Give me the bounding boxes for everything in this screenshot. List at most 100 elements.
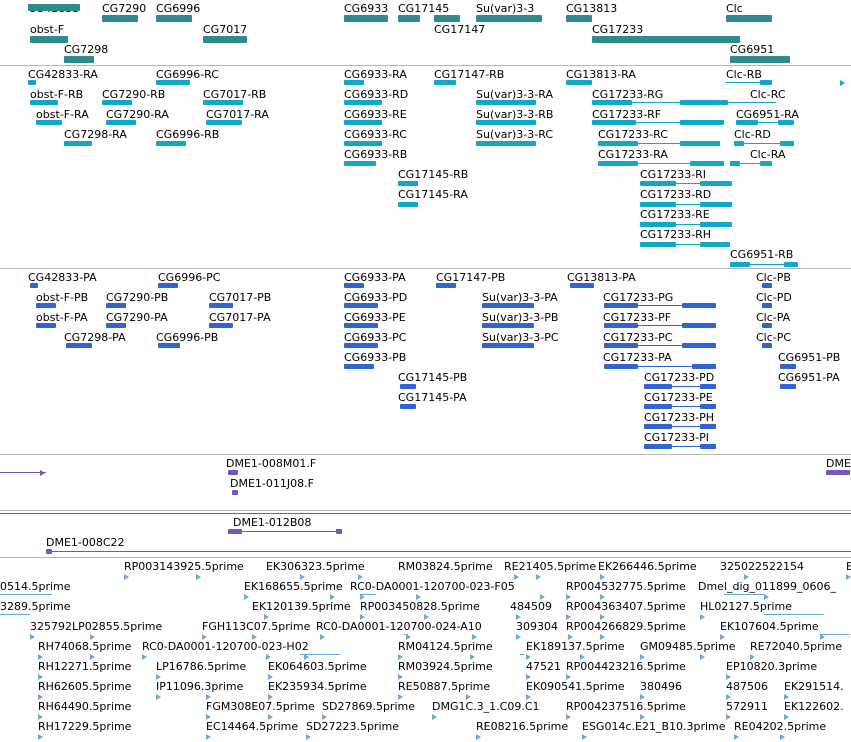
feature-label[interactable]: RH12271.5prime: [38, 660, 132, 673]
feature-label[interactable]: CG17233-PE: [644, 391, 713, 404]
feature-label[interactable]: EC14464.5prime: [206, 720, 299, 733]
strand-arrow-icon[interactable]: [90, 634, 95, 640]
feature-label[interactable]: RE50887.5prime: [398, 680, 491, 693]
feature-glyph[interactable]: [736, 120, 758, 125]
feature-label[interactable]: CG17233-RC: [598, 128, 668, 141]
feature-glyph[interactable]: [158, 283, 178, 288]
feature-label[interactable]: 309304: [516, 620, 558, 633]
feature-label[interactable]: IP11096.3prime: [156, 680, 244, 693]
strand-arrow-icon[interactable]: [322, 714, 327, 720]
feature-label[interactable]: RP004363407.5prime: [566, 600, 686, 613]
feature-glyph[interactable]: [344, 303, 378, 308]
feature-glyph[interactable]: [232, 490, 238, 495]
feature-glyph[interactable]: [156, 15, 192, 22]
strand-arrow-icon[interactable]: [600, 634, 605, 640]
strand-arrow-icon[interactable]: [432, 714, 437, 720]
strand-arrow-icon[interactable]: [846, 574, 851, 580]
feature-label[interactable]: RC0-DA0001-120700-023-F05: [350, 580, 515, 593]
strand-arrow-icon[interactable]: [700, 614, 705, 620]
feature-label[interactable]: CG17233-PH: [644, 411, 715, 424]
feature-label[interactable]: FGH113C07.5prime: [202, 620, 311, 633]
feature-glyph[interactable]: [730, 161, 740, 166]
strand-arrow-icon[interactable]: [304, 654, 309, 660]
feature-glyph[interactable]: [760, 161, 772, 166]
feature-label[interactable]: HL02127.5prime: [700, 600, 792, 613]
strand-arrow-icon[interactable]: [840, 80, 845, 86]
strand-arrow-icon[interactable]: [398, 674, 403, 680]
feature-label[interactable]: 380496: [640, 680, 682, 693]
feature-glyph[interactable]: [682, 343, 716, 348]
strand-arrow-icon[interactable]: [406, 634, 411, 640]
feature-label[interactable]: CG6933-PE: [344, 311, 406, 324]
feature-label[interactable]: CG7290-PA: [106, 311, 168, 324]
feature-label[interactable]: RE21405.5prime: [504, 560, 597, 573]
feature-label[interactable]: CG7290: [102, 2, 147, 15]
feature-label[interactable]: CG6933-RE: [344, 108, 407, 121]
feature-label[interactable]: CG7290-RA: [106, 108, 169, 121]
strand-arrow-icon[interactable]: [566, 594, 571, 600]
feature-glyph[interactable]: [36, 303, 56, 308]
strand-arrow-icon[interactable]: [472, 634, 477, 640]
strand-arrow-icon[interactable]: [300, 574, 305, 580]
feature-glyph[interactable]: [482, 343, 534, 348]
feature-glyph[interactable]: [592, 36, 740, 43]
strand-arrow-icon[interactable]: [566, 714, 571, 720]
feature-glyph[interactable]: [434, 15, 460, 22]
feature-label[interactable]: Clc-PC: [756, 331, 792, 344]
feature-label[interactable]: CG6933-RC: [344, 128, 407, 141]
feature-label[interactable]: CG6933-PA: [344, 271, 406, 284]
feature-label[interactable]: LP16786.5prime: [156, 660, 247, 673]
strand-arrow-icon[interactable]: [580, 654, 585, 660]
feature-label[interactable]: CG17233-RH: [640, 228, 712, 241]
feature-glyph[interactable]: [720, 100, 728, 105]
feature-label[interactable]: DME1-008M01.F: [226, 457, 317, 470]
feature-label[interactable]: CG17233-RE: [640, 208, 710, 221]
feature-label[interactable]: FGM308E07.5prime: [206, 700, 315, 713]
feature-label[interactable]: DME: [826, 457, 851, 470]
feature-label[interactable]: 325792LP02855.5prime: [30, 620, 163, 633]
feature-label[interactable]: EK235934.5prime: [268, 680, 367, 693]
feature-label[interactable]: EK107604.5prime: [720, 620, 819, 633]
strand-arrow-icon[interactable]: [720, 634, 725, 640]
strand-arrow-icon[interactable]: [38, 654, 43, 660]
feature-label[interactable]: EK122602.: [784, 700, 844, 713]
strand-arrow-icon[interactable]: [784, 694, 789, 700]
strand-arrow-icon[interactable]: [526, 674, 531, 680]
feature-label[interactable]: CG17145-PA: [398, 391, 467, 404]
feature-label[interactable]: CG17233-PG: [603, 291, 674, 304]
feature-glyph[interactable]: [344, 15, 388, 22]
strand-arrow-icon[interactable]: [640, 654, 645, 660]
feature-glyph[interactable]: [36, 323, 56, 328]
feature-label[interactable]: Su(var)3-3: [476, 2, 535, 15]
strand-arrow-icon[interactable]: [38, 694, 43, 700]
feature-label[interactable]: SD27869.5prime: [322, 700, 415, 713]
feature-label[interactable]: CG17145: [398, 2, 450, 15]
feature-label[interactable]: CG6933-PB: [344, 351, 407, 364]
feature-label[interactable]: CG6951-RA: [736, 108, 799, 121]
feature-label[interactable]: Su(var)3-3-PC: [482, 331, 559, 344]
feature-label[interactable]: CG17233-PF: [603, 311, 672, 324]
strand-arrow-icon[interactable]: [38, 734, 43, 740]
feature-label[interactable]: RE04202.5prime: [734, 720, 827, 733]
feature-label[interactable]: CG6933-RA: [344, 68, 407, 81]
feature-label[interactable]: RE08216.5prime: [476, 720, 569, 733]
strand-arrow-icon[interactable]: [516, 614, 521, 620]
feature-label[interactable]: RC0-DA0001-120700-023-H02: [142, 640, 309, 653]
feature-label[interactable]: CG6996-RC: [156, 68, 219, 81]
feature-glyph[interactable]: [566, 15, 592, 22]
feature-label[interactable]: Su(var)3-3-PA: [482, 291, 558, 304]
feature-glyph[interactable]: [604, 323, 638, 328]
feature-label[interactable]: CG17145-RB: [398, 168, 469, 181]
feature-label[interactable]: RP004237516.5prime: [566, 700, 686, 713]
feature-glyph[interactable]: [598, 161, 638, 166]
feature-glyph[interactable]: [28, 80, 36, 85]
strand-arrow-icon[interactable]: [398, 694, 403, 700]
feature-glyph[interactable]: [640, 202, 676, 207]
strand-arrow-icon[interactable]: [764, 594, 769, 600]
feature-label[interactable]: 47521: [526, 660, 561, 673]
strand-arrow-icon[interactable]: [516, 634, 521, 640]
feature-glyph[interactable]: [604, 303, 638, 308]
strand-arrow-icon[interactable]: [466, 694, 471, 700]
strand-arrow-icon[interactable]: [526, 694, 531, 700]
strand-arrow-icon[interactable]: [526, 654, 531, 660]
